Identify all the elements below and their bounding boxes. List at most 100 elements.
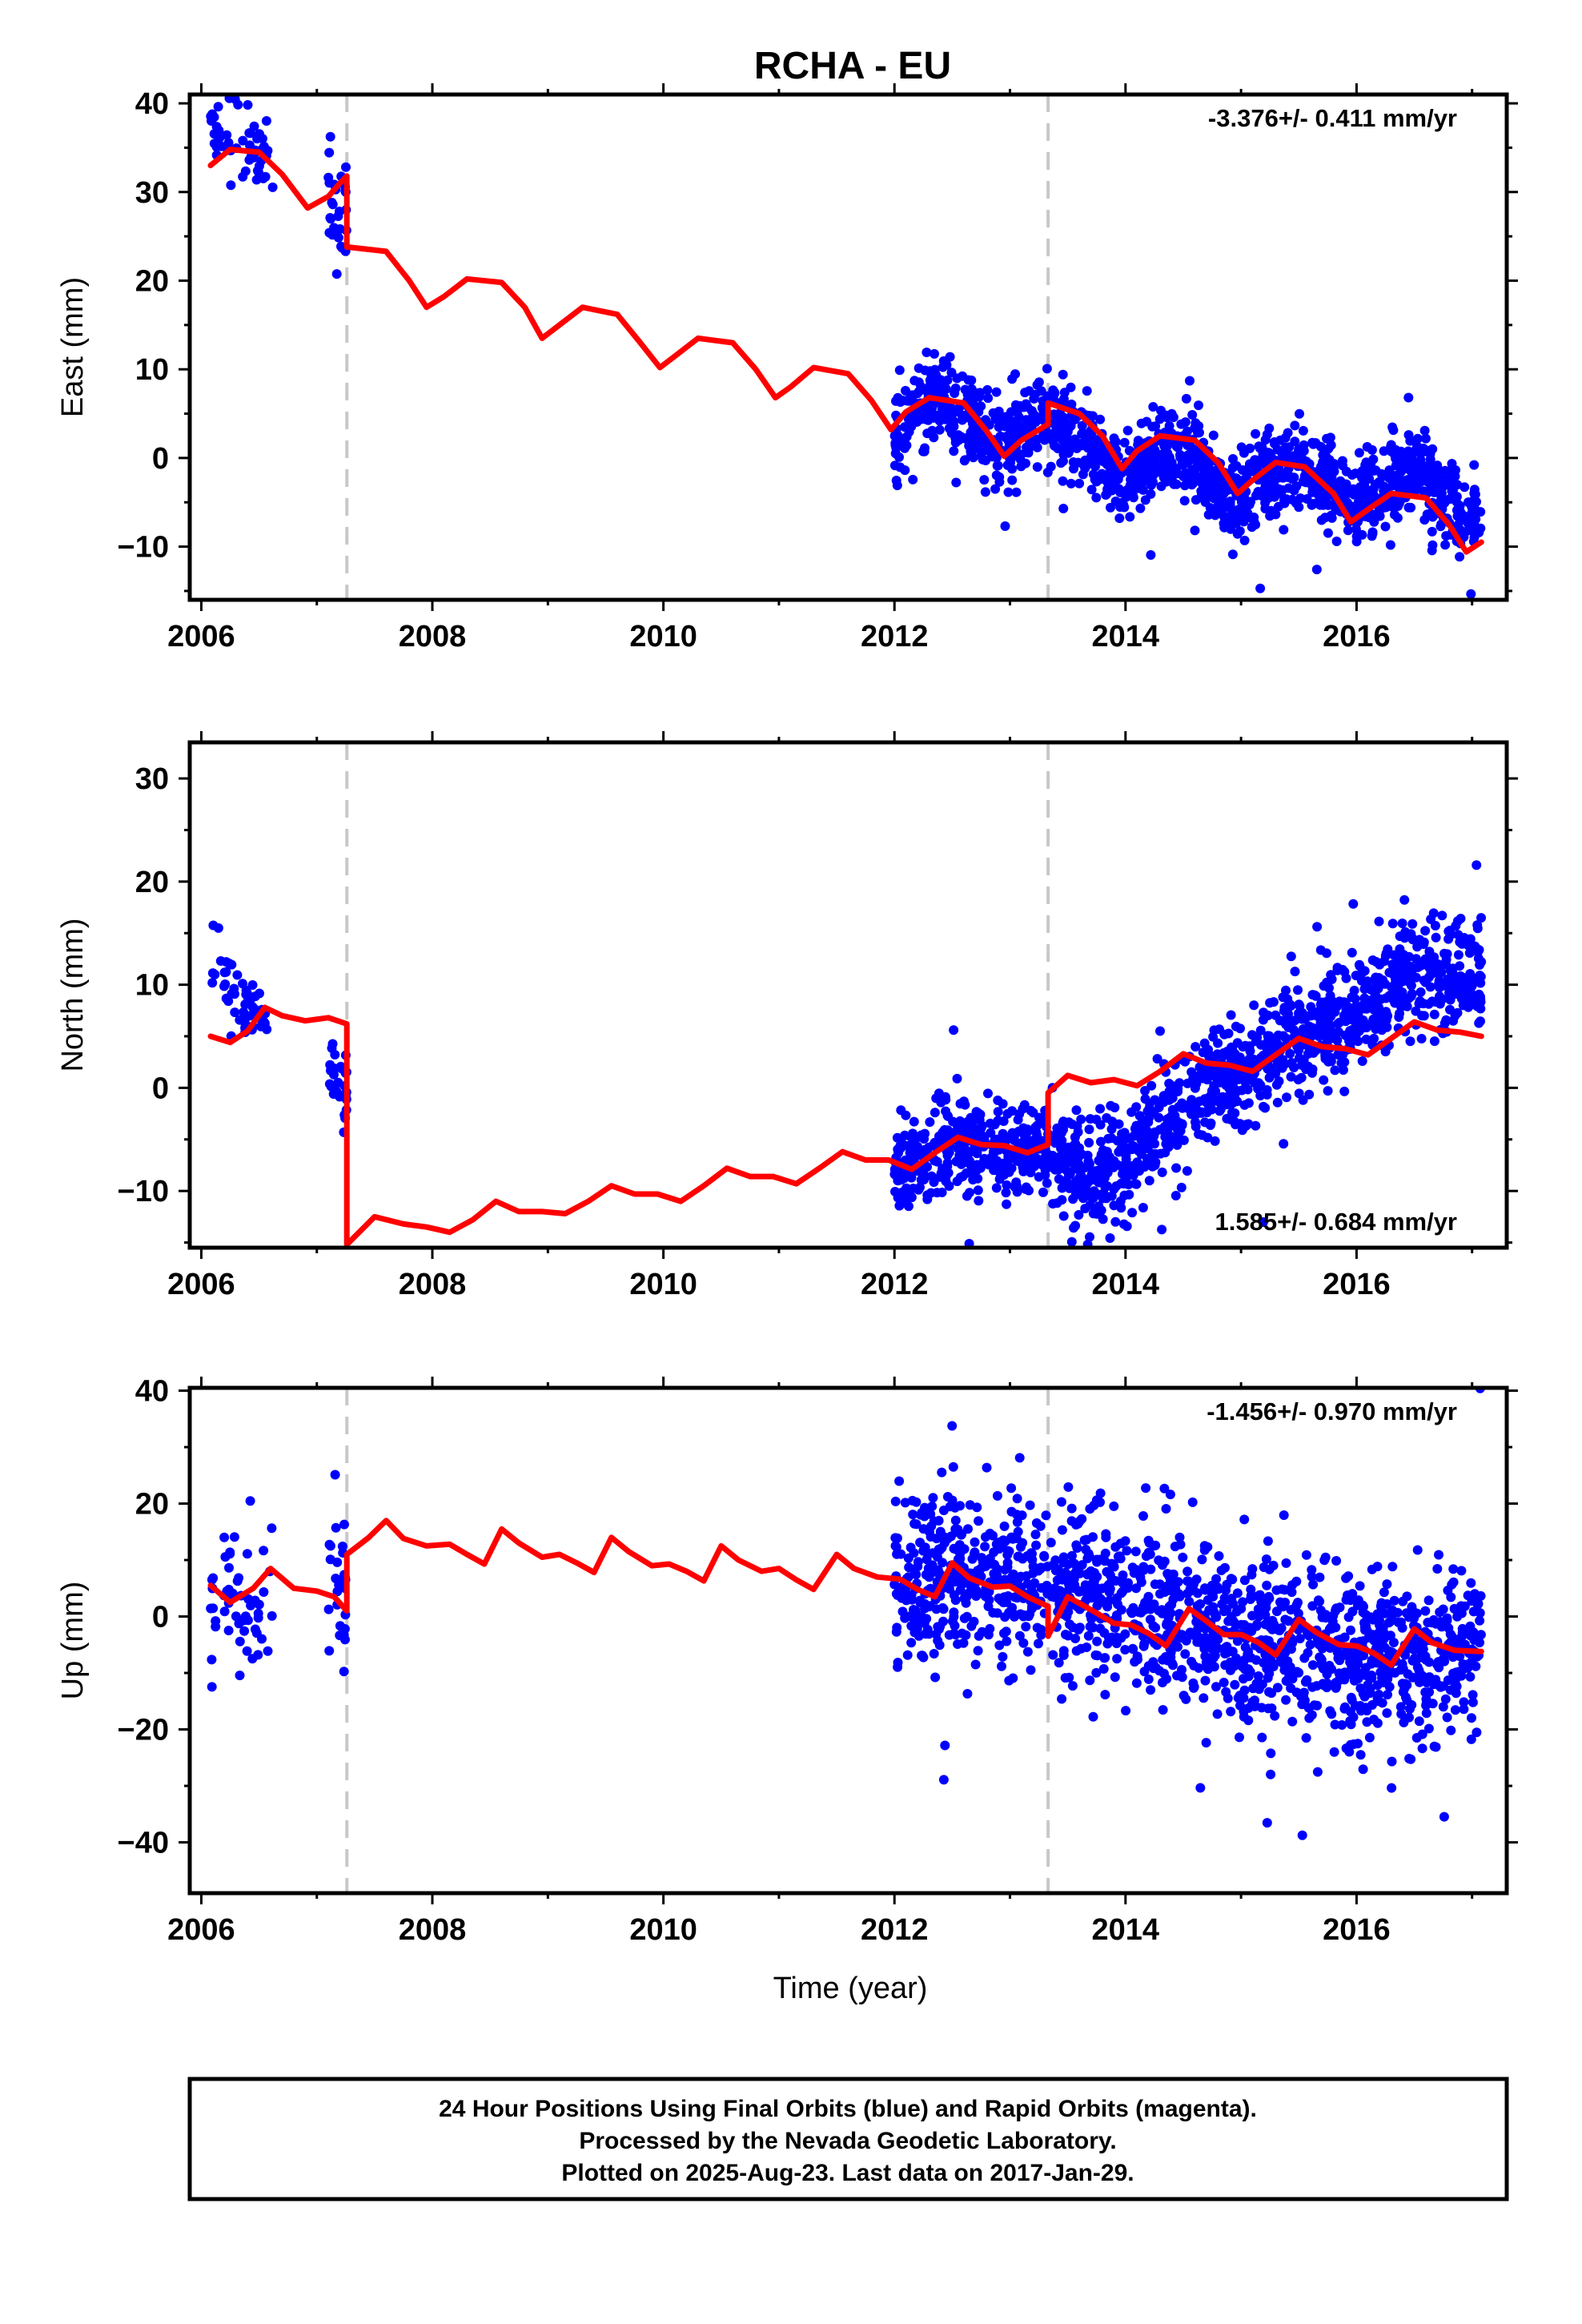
data-point (1347, 947, 1357, 958)
data-point (1402, 1001, 1412, 1011)
data-point (991, 387, 1002, 397)
data-point (1462, 996, 1472, 1007)
data-point (1251, 1621, 1262, 1631)
data-point (325, 213, 335, 223)
data-point (904, 1562, 914, 1573)
data-point (1212, 503, 1223, 513)
data-point (1008, 1569, 1018, 1579)
data-point (239, 1626, 250, 1636)
data-point (1162, 1581, 1172, 1591)
data-point (1311, 565, 1322, 575)
data-point (1176, 419, 1186, 429)
data-point (1035, 1521, 1046, 1531)
data-point (1377, 1025, 1387, 1035)
data-point (327, 1039, 338, 1049)
data-point (962, 1611, 972, 1622)
data-point (1121, 1706, 1131, 1716)
data-point (238, 171, 248, 182)
data-point (1325, 432, 1335, 443)
data-point (1347, 1606, 1358, 1617)
data-point (924, 1526, 934, 1537)
data-point (1126, 481, 1136, 492)
data-point (1196, 1108, 1207, 1118)
data-point (1281, 1695, 1291, 1705)
data-point (1249, 1000, 1259, 1011)
data-point (1460, 976, 1470, 987)
data-point (948, 1462, 958, 1472)
data-point (1077, 420, 1087, 431)
y-tick-label: −10 (118, 531, 169, 565)
data-point (925, 375, 935, 385)
data-point (1382, 1708, 1392, 1719)
data-point (976, 1123, 986, 1133)
data-point (1018, 1538, 1028, 1548)
data-point (1377, 1698, 1387, 1708)
data-point (919, 1134, 930, 1144)
data-point (927, 1560, 938, 1570)
data-point (1021, 458, 1030, 468)
data-point (210, 969, 220, 979)
data-point (1330, 1065, 1340, 1076)
data-point (244, 128, 255, 139)
data-point (1339, 1086, 1350, 1096)
data-point (1288, 1024, 1299, 1035)
data-point (1476, 971, 1486, 982)
data-point (980, 1542, 990, 1552)
data-point (1306, 1011, 1316, 1021)
data-point (950, 1502, 960, 1513)
data-point (993, 1107, 1003, 1117)
data-point (1407, 989, 1417, 999)
data-point (917, 1164, 927, 1175)
data-point (1403, 485, 1414, 495)
data-point (1164, 1602, 1174, 1612)
data-point (1257, 1732, 1267, 1743)
data-point (1441, 1015, 1452, 1025)
data-point (1207, 1086, 1217, 1096)
data-point (1226, 1707, 1236, 1717)
data-point (1227, 1098, 1238, 1108)
data-point (1192, 1588, 1203, 1598)
data-point (1307, 1601, 1318, 1611)
data-point (1357, 1003, 1367, 1013)
data-point (1363, 976, 1372, 987)
data-point (1095, 414, 1106, 424)
data-point (1136, 1607, 1146, 1618)
data-point (1264, 1564, 1275, 1574)
data-point (1156, 481, 1166, 492)
data-point (1383, 1646, 1394, 1656)
data-point (942, 1125, 953, 1136)
data-point (942, 1111, 953, 1120)
data-point (1380, 1608, 1390, 1618)
data-point (893, 1658, 903, 1667)
data-point (934, 1134, 944, 1144)
data-point (1476, 991, 1485, 1002)
data-point (1322, 999, 1332, 1009)
data-point (1012, 1187, 1022, 1197)
data-point (947, 1616, 958, 1626)
data-point (1245, 443, 1255, 453)
data-point (1293, 1598, 1303, 1608)
data-point (1171, 1163, 1182, 1173)
data-point (1468, 1690, 1478, 1700)
data-point (1208, 1587, 1219, 1598)
data-point (1237, 1125, 1247, 1136)
data-point (1341, 466, 1351, 476)
data-point (911, 1570, 921, 1580)
data-point (1223, 501, 1234, 511)
data-point (1412, 1545, 1423, 1555)
data-point (1191, 449, 1201, 460)
data-point (1195, 1783, 1206, 1793)
data-point (994, 1174, 1005, 1184)
data-point (1026, 1665, 1036, 1675)
data-point (1428, 1614, 1439, 1625)
data-point (1474, 1018, 1484, 1028)
data-point (942, 375, 953, 385)
data-point (1204, 1051, 1215, 1062)
data-point (1295, 1634, 1305, 1644)
data-point (1271, 1068, 1281, 1079)
plot-area (206, 1388, 1486, 1893)
data-point (1158, 1678, 1167, 1687)
data-point (909, 1116, 919, 1127)
data-point (1445, 925, 1455, 935)
data-point (1301, 1733, 1311, 1743)
